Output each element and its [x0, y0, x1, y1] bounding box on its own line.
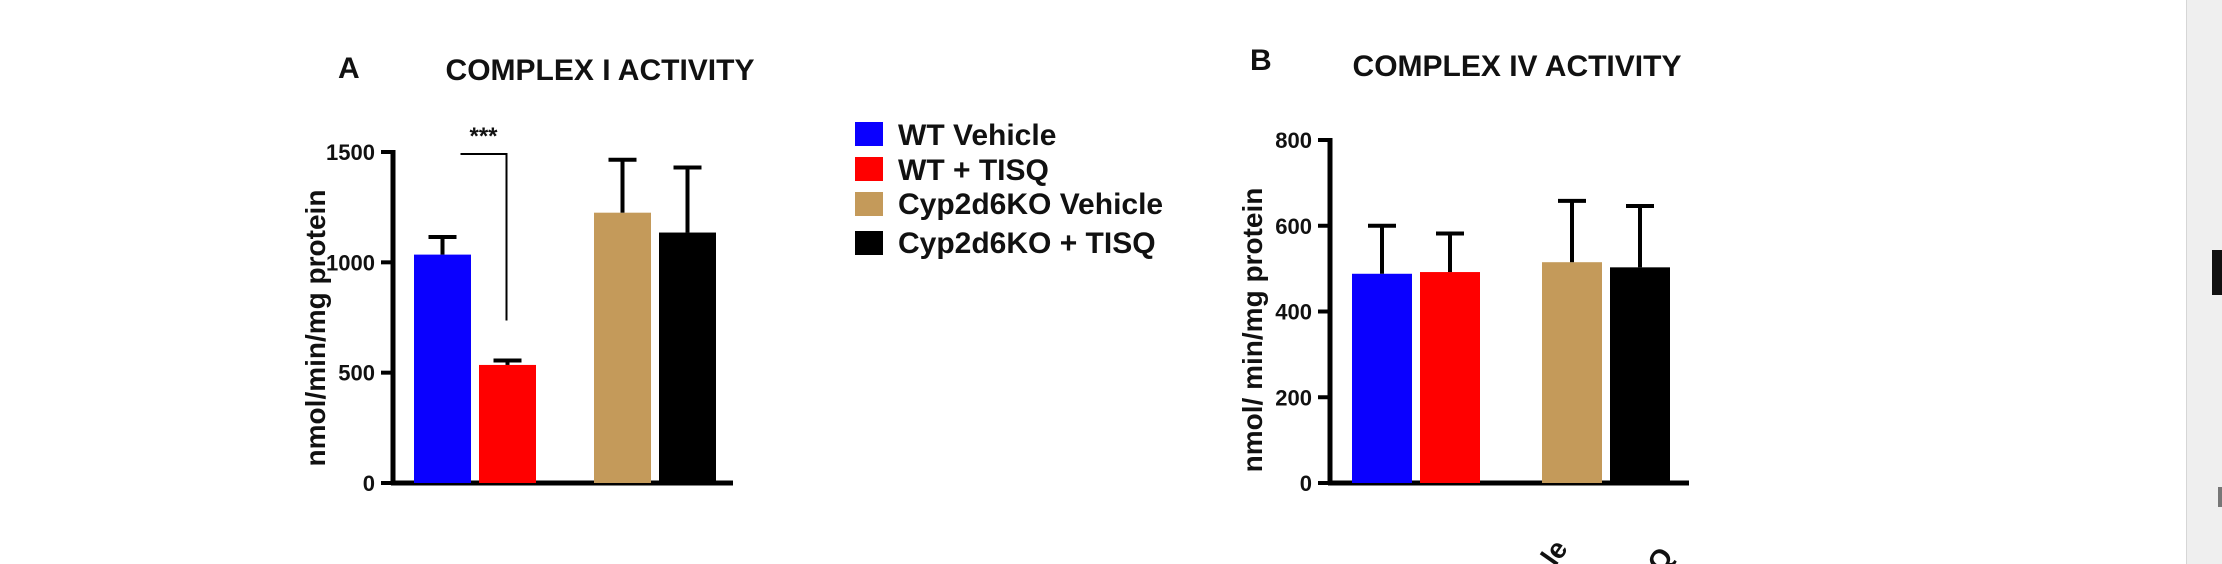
window-edge-marker-small [2218, 487, 2222, 507]
panel-a: A COMPLEX I ACTIVITY nmol/min/mg protein… [300, 52, 754, 496]
panel-b-bar-cyp2d6ko-vehicle [1542, 262, 1602, 483]
panel-b-cut-tick-label-1: le [1535, 534, 1574, 564]
window-edge-marker [2212, 250, 2222, 295]
panel-b-letter: B [1250, 44, 1272, 77]
panel-b-y-tick-label-600: 600 [1275, 214, 1312, 239]
panel-b-cut-tick-label-2: Q [1641, 542, 1679, 564]
panel-b-bars [1352, 198, 1670, 483]
panel-a-title: COMPLEX I ACTIVITY [446, 54, 755, 87]
panel-a-bar-wt-tisq [479, 364, 536, 483]
panel-b-bar-wt-tisq [1420, 272, 1480, 483]
panel-a-y-tick-label-500: 500 [338, 361, 375, 386]
panel-a-significance-label: *** [469, 123, 498, 150]
panel-a-bar-wt-vehicle [414, 254, 471, 483]
panel-a-bar-cyp2d6ko-tisq [659, 232, 716, 483]
panel-a-y-tick-label-1000: 1000 [326, 250, 375, 275]
legend-swatch-wt-vehicle [855, 122, 883, 146]
panel-a-significance-bracket [460, 153, 508, 321]
panel-b-y-tick-label-400: 400 [1275, 300, 1312, 325]
panel-a-bars: *** [414, 123, 716, 483]
panel-b: B COMPLEX IV ACTIVITY nmol/ min/mg prote… [1237, 44, 1689, 564]
legend-swatch-cyp2d6ko-tisq [855, 231, 883, 255]
panel-b-bar-cyp2d6ko-tisq [1610, 267, 1670, 483]
panel-b-y-tick-label-200: 200 [1275, 385, 1312, 410]
panel-b-bar-wt-vehicle [1352, 273, 1412, 483]
panel-b-title: COMPLEX IV ACTIVITY [1353, 50, 1682, 83]
legend-label-cyp2d6ko-vehicle: Cyp2d6KO Vehicle [898, 188, 1163, 221]
legend-swatch-wt-tisq [855, 157, 883, 181]
panel-a-y-axis-label: nmol/min/mg protein [300, 190, 331, 467]
panel-b-y-axis-label: nmol/ min/mg protein [1237, 188, 1268, 473]
panel-b-y-tick-label-800: 800 [1275, 128, 1312, 153]
legend: WT Vehicle WT + TISQ Cyp2d6KO Vehicle Cy… [855, 119, 1163, 260]
legend-label-cyp2d6ko-tisq: Cyp2d6KO + TISQ [898, 227, 1156, 260]
legend-label-wt-vehicle: WT Vehicle [898, 119, 1056, 152]
panel-b-y-tick-label-0: 0 [1300, 471, 1312, 496]
panel-a-bar-cyp2d6ko-vehicle [594, 212, 651, 483]
legend-label-wt-tisq: WT + TISQ [898, 154, 1049, 187]
legend-swatch-cyp2d6ko-vehicle [855, 192, 883, 216]
panel-a-letter: A [338, 52, 360, 85]
panel-a-y-tick-label-1500: 1500 [326, 140, 375, 165]
panel-a-y-tick-label-0: 0 [363, 471, 375, 496]
